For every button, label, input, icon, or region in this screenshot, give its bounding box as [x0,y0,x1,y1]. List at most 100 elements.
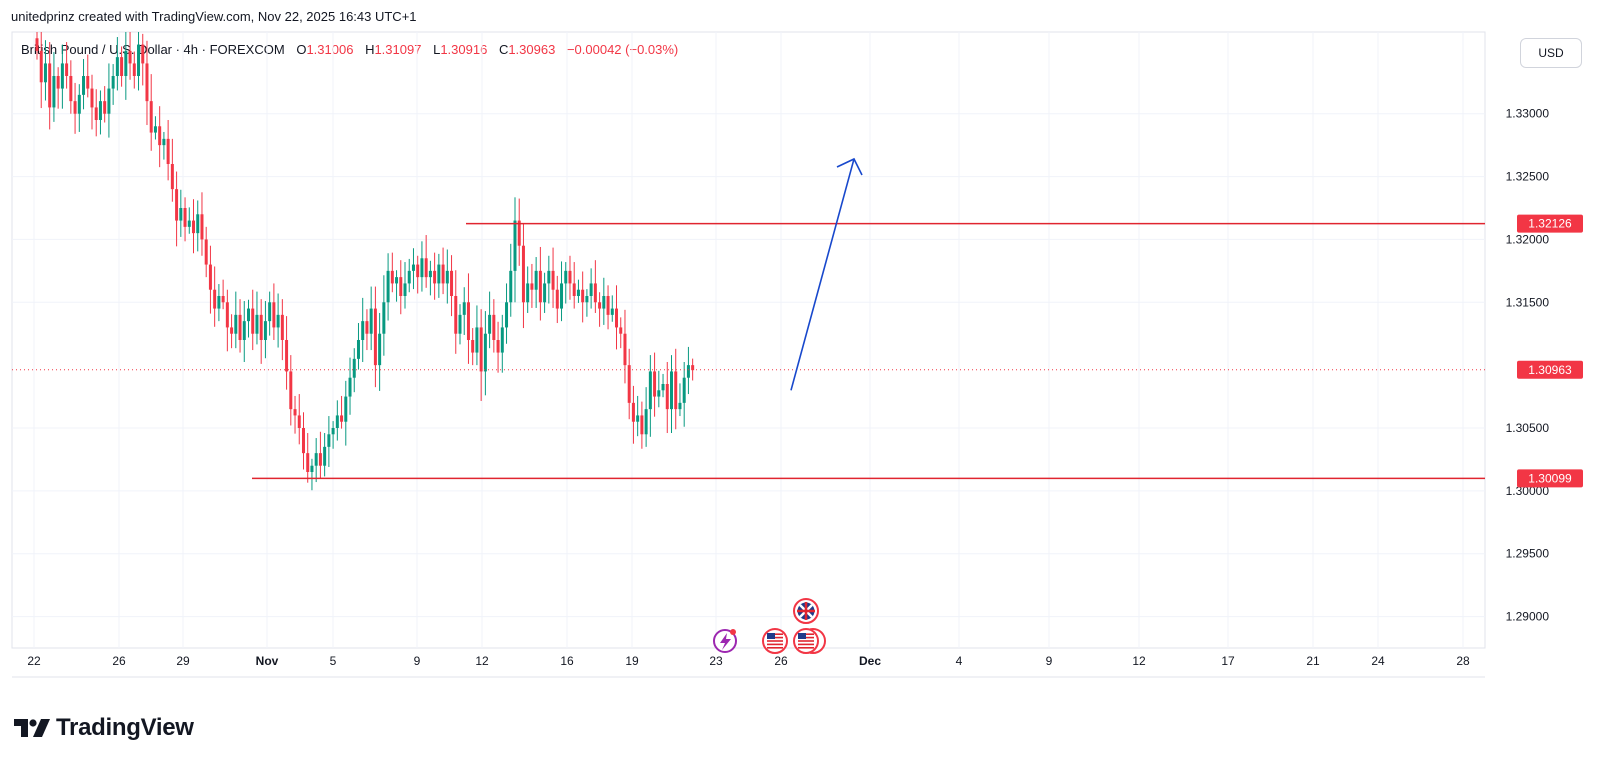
y-tick-label: 1.32000 [1506,232,1550,246]
candle-body [395,277,399,284]
candle-body [691,365,695,371]
candle-body [60,63,64,89]
candle-body [416,264,420,278]
candle-body [318,453,322,466]
candle-body [513,220,517,271]
candle-body [475,327,479,353]
candle-body [344,396,348,422]
close-label: C [498,42,509,57]
candle-body [65,63,69,76]
candle-body [221,296,225,303]
candle-body [230,327,234,334]
plot-frame [11,31,1486,649]
candle-body [640,415,644,435]
candle-body [517,220,521,246]
candle-body [69,76,73,102]
us-flag-icon-canton [767,633,775,639]
x-tick-label: Dec [859,654,881,668]
y-tick-label: 1.33000 [1506,107,1550,121]
low-value: 1.30916 [440,42,488,57]
candle-body [259,314,263,340]
candle-body [390,270,394,284]
candle-body [602,296,606,309]
candle-body [623,333,627,366]
candle-body [107,88,111,114]
candle-body [263,321,267,340]
candles-group [35,32,695,491]
candle-body [238,314,242,340]
y-tick-label: 1.32500 [1506,170,1550,184]
candle-body [35,38,39,51]
high-label: H [365,42,375,57]
candle-body [200,214,204,240]
x-tick-label: 12 [475,654,489,668]
candle-body [128,50,132,64]
candle-body [247,308,250,322]
x-tick-label: 16 [560,654,574,668]
candle-body [644,409,648,435]
candle-body [471,340,475,353]
candle-body [665,384,669,410]
candle-body [606,296,610,315]
candle-body [424,258,428,278]
level-price-tag-bg [1517,214,1583,233]
candle-body [103,101,107,114]
projection-arrow-head [836,157,863,176]
symbol-name: British Pound / U.S. Dollar · 4h · FOREX… [21,42,285,57]
uk-flag-icon [793,598,819,624]
candle-body [175,189,179,221]
us-flag-icon [793,628,819,654]
candle-body [462,302,466,315]
candle-body [297,415,301,428]
candle-body [386,270,390,303]
candle-body [585,296,589,303]
x-tick-label: 26 [774,654,788,668]
candle-body [610,308,614,315]
candle-body [572,283,576,296]
candle-body [225,302,229,328]
candle-body [576,289,580,296]
candle-body [674,371,678,410]
candle-body [90,88,94,108]
x-tick-label: 23 [709,654,723,668]
candle-body [450,270,454,296]
x-tick-label: Nov [256,654,279,668]
tradingview-logo-icon [14,719,50,737]
candle-body [615,308,619,328]
candle-body [204,239,208,265]
candle-body [399,277,403,296]
candle-body [310,465,314,472]
candle-body [272,302,276,328]
candle-body [162,138,166,146]
x-tick-label: 4 [956,654,963,668]
candle-body [653,371,657,397]
x-tick-label: 9 [1046,654,1053,668]
candle-body [593,283,597,303]
candle-body [466,302,470,340]
candle-body [82,76,86,95]
candle-body [192,220,196,234]
chart-credit: unitedprinz created with TradingView.com… [11,9,417,24]
candle-body [327,434,331,447]
candle-body [627,365,631,403]
candle-body [441,264,445,284]
x-tick-label: 9 [414,654,421,668]
candle-body [280,314,284,340]
candle-body [411,264,415,271]
candle-body [454,296,458,334]
candle-body [187,220,191,227]
x-tick-label: 19 [625,654,639,668]
candle-body [301,428,305,454]
candle-body [73,101,77,114]
us-flag-icon-canton [798,633,806,639]
candle-body [420,258,424,278]
x-tick-label: 21 [1306,654,1320,668]
candle-body [369,308,373,334]
candle-body [547,270,551,284]
candle-body [255,314,259,334]
currency-button[interactable]: USD [1520,38,1582,68]
candle-body [98,101,102,120]
candle-body [445,270,449,284]
candle-body [560,283,564,309]
